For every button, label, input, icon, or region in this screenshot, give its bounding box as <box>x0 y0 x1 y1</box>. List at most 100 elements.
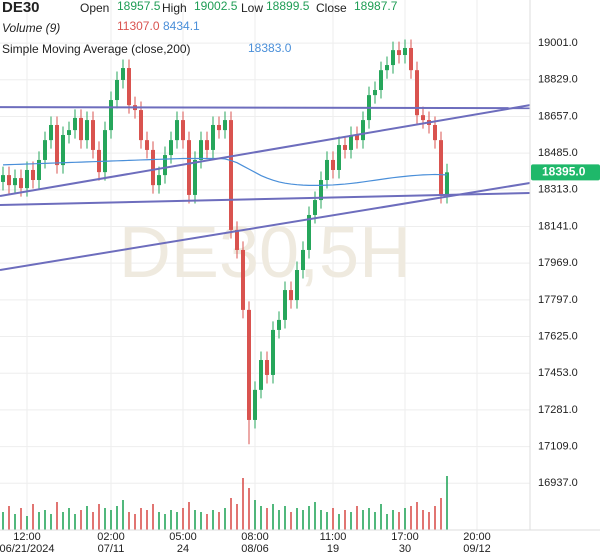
volume-bar <box>26 516 28 530</box>
low-value: 18899.5 <box>266 0 310 13</box>
candle-body <box>175 120 179 141</box>
x-tick-date: 19 <box>327 543 339 555</box>
volume-bar <box>98 504 100 530</box>
candle-body <box>271 329 275 375</box>
volume-bar <box>188 502 190 530</box>
volume-bar <box>374 512 376 530</box>
volume-bar <box>392 510 394 530</box>
x-tick-label: 17:00 <box>391 531 419 543</box>
candle-body <box>43 140 47 160</box>
open-label: Open <box>80 1 109 15</box>
volume-bar <box>236 504 238 530</box>
plot <box>0 39 530 530</box>
volume-bar <box>284 506 286 530</box>
candle-body <box>199 140 203 160</box>
volume-bar <box>50 514 52 530</box>
volume-ma-value: 8434.1 <box>163 19 200 33</box>
last-price-box <box>531 164 600 181</box>
candle-body <box>103 130 107 173</box>
candle-body <box>385 65 389 71</box>
volume-bar <box>248 488 250 530</box>
volume-bar <box>200 512 202 530</box>
x-tick-label: 12:00 <box>13 531 41 543</box>
candle-body <box>421 115 425 121</box>
candle-body <box>247 309 251 420</box>
volume-bar <box>440 498 442 530</box>
volume-bar <box>116 506 118 530</box>
x-tick-date: 24 <box>177 543 189 555</box>
header: DE30 Open 18957.5 High 19002.5 Low 18899… <box>2 0 398 56</box>
volume-bar <box>86 506 88 530</box>
volume-bar <box>32 504 34 530</box>
candle-body <box>121 68 125 80</box>
candle-body <box>241 249 245 310</box>
volume-bar <box>164 514 166 530</box>
high-label: High <box>162 1 187 15</box>
candle-body <box>259 360 263 390</box>
volume-bar <box>326 512 328 530</box>
volume-bar <box>14 514 16 530</box>
volume-bar <box>362 510 364 530</box>
volume-bar <box>62 512 64 530</box>
volume-title: Volume (9) <box>2 21 60 35</box>
sma-value: 18383.0 <box>248 41 292 55</box>
volume-bar <box>422 510 424 530</box>
x-tick-date: 09/12 <box>463 543 491 555</box>
candle-body <box>319 180 323 201</box>
y-tick-label: 18485.0 <box>538 147 578 159</box>
candle-body <box>439 140 443 195</box>
volume-value: 11307.0 <box>117 19 160 33</box>
candle-body <box>445 172 449 195</box>
volume-bar <box>446 476 448 530</box>
volume-bar <box>272 504 274 530</box>
candle-body <box>403 47 407 56</box>
x-tick-label: 11:00 <box>320 531 347 543</box>
volume-bar <box>296 508 298 530</box>
x-tick-date: 08/06 <box>241 543 269 555</box>
candle-body <box>151 149 155 186</box>
volume-bar <box>44 510 46 530</box>
volume-bar <box>416 502 418 530</box>
volume-bar <box>152 504 154 530</box>
volume-bar <box>176 512 178 530</box>
volume-bar <box>266 508 268 530</box>
candle-body <box>325 159 329 181</box>
x-tick-date: 07/11 <box>98 543 125 555</box>
sma-title: Simple Moving Average (close,200) <box>2 42 191 56</box>
volume-bar <box>206 514 208 530</box>
y-tick-label: 18829.0 <box>538 74 578 86</box>
candle-body <box>67 130 71 136</box>
volume-bar <box>8 506 10 530</box>
y-tick-label: 19001.0 <box>538 37 578 49</box>
candle-body <box>277 319 281 330</box>
candle-body <box>187 140 191 195</box>
volume-bar <box>158 512 160 530</box>
volume-bar <box>398 512 400 530</box>
y-tick-label: 16937.0 <box>538 477 578 489</box>
candle-body <box>433 124 437 141</box>
volume-bar <box>290 512 292 530</box>
candle-body <box>37 159 41 181</box>
y-tick-label: 18313.0 <box>538 184 578 196</box>
candle-body <box>55 124 59 166</box>
candle-body <box>253 389 257 420</box>
volume-bar <box>20 508 22 530</box>
candle-body <box>307 214 311 250</box>
x-tick-label: 05:00 <box>169 531 197 543</box>
volume-bar <box>242 478 244 530</box>
volume-bar <box>308 506 310 530</box>
volume-bar <box>380 504 382 530</box>
candle-body <box>391 50 395 66</box>
volume-bar <box>170 510 172 530</box>
candle-body <box>337 145 341 170</box>
volume-bar <box>410 506 412 530</box>
candle-body <box>193 159 197 195</box>
volume-bar <box>344 510 346 530</box>
candle-body <box>397 50 401 56</box>
volume-bar <box>428 512 430 530</box>
x-tick-date: 06/21/2024 <box>0 543 55 555</box>
y-tick-label: 17281.0 <box>538 404 578 416</box>
x-tick-label: 08:00 <box>241 531 269 543</box>
